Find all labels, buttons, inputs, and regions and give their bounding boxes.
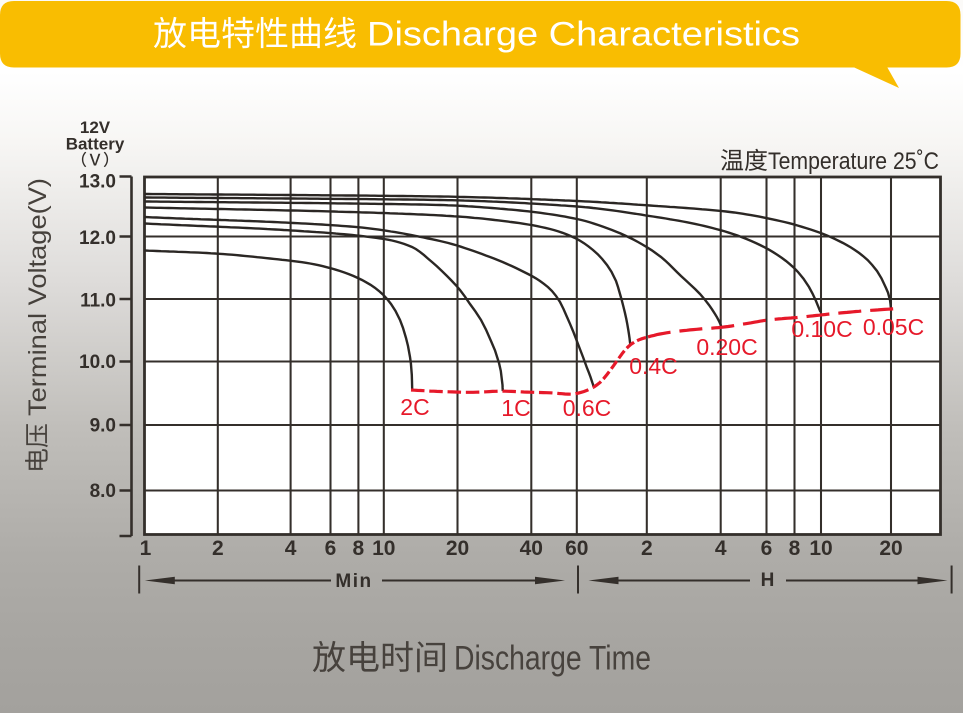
svg-text:4: 4	[285, 537, 297, 560]
svg-text:10.0: 10.0	[79, 352, 116, 373]
svg-text:10: 10	[372, 537, 395, 560]
svg-text:20: 20	[879, 537, 902, 560]
svg-text:Min: Min	[335, 571, 372, 592]
svg-text:40: 40	[520, 537, 543, 560]
svg-text:0.4C: 0.4C	[629, 353, 678, 379]
svg-text:Discharge Characteristics: Discharge Characteristics	[367, 16, 800, 54]
svg-text:0.20C: 0.20C	[696, 334, 757, 360]
svg-text:60: 60	[565, 537, 588, 560]
svg-text:0.6C: 0.6C	[563, 395, 612, 421]
svg-text:8: 8	[789, 537, 801, 560]
svg-text:20: 20	[446, 537, 469, 560]
svg-text:Temperature 25˚C: Temperature 25˚C	[768, 148, 939, 175]
svg-text:6: 6	[325, 537, 337, 560]
svg-text:8.0: 8.0	[90, 481, 116, 502]
svg-text:9.0: 9.0	[90, 416, 116, 437]
svg-text:0.05C: 0.05C	[863, 314, 924, 340]
svg-text:1: 1	[140, 537, 152, 560]
svg-text:1C: 1C	[501, 395, 530, 421]
svg-text:4: 4	[715, 537, 727, 560]
svg-text:12.0: 12.0	[79, 228, 116, 249]
svg-text:Battery: Battery	[66, 135, 125, 154]
svg-text:H: H	[761, 570, 776, 591]
svg-text:12V: 12V	[80, 118, 111, 137]
svg-text:10: 10	[809, 537, 832, 560]
svg-text:2: 2	[212, 537, 224, 560]
svg-text:Discharge Time: Discharge Time	[454, 640, 651, 678]
svg-text:8: 8	[353, 537, 365, 560]
svg-text:11.0: 11.0	[80, 291, 116, 312]
svg-text:Terminal Voltage(V): Terminal Voltage(V)	[24, 178, 52, 416]
svg-text:2C: 2C	[400, 394, 429, 420]
svg-text:13.0: 13.0	[79, 172, 116, 193]
svg-text:6: 6	[761, 537, 773, 560]
svg-text:2: 2	[641, 537, 653, 560]
svg-text:0.10C: 0.10C	[791, 316, 852, 342]
